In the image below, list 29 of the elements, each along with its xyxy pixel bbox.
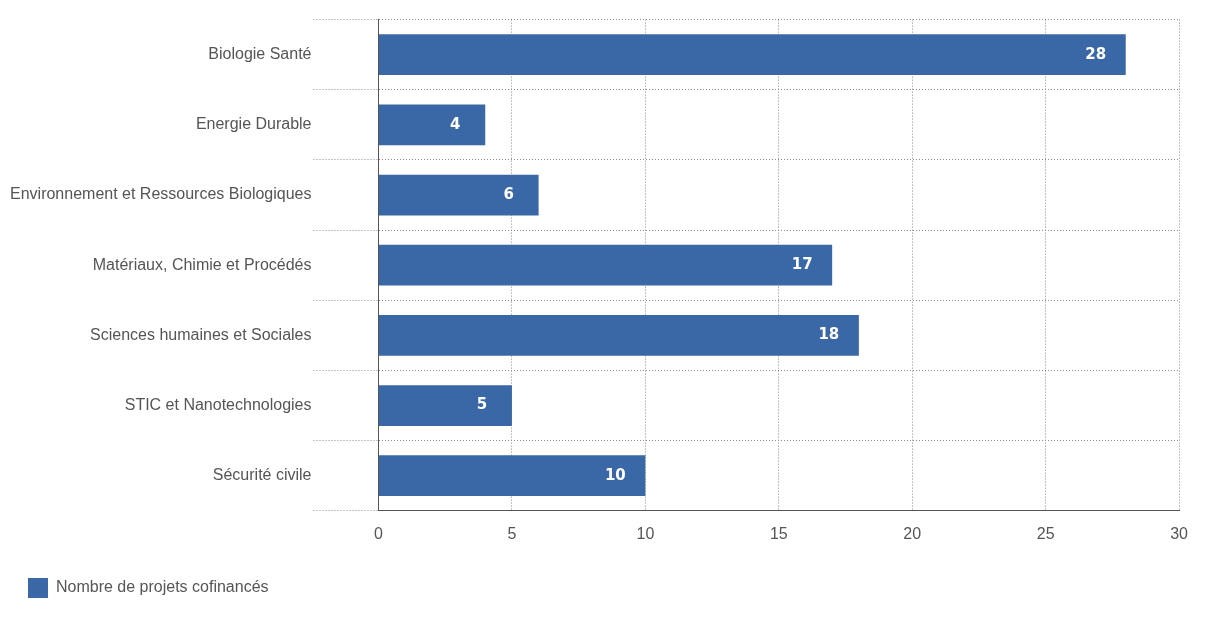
data-label: 28 xyxy=(1085,44,1107,63)
data-label: 10 xyxy=(604,465,626,484)
x-tick-label: 25 xyxy=(1036,524,1055,542)
y-tick-label: Sécurité civile xyxy=(212,466,312,484)
bar xyxy=(379,455,646,497)
y-tick-label: Matériaux, Chimie et Procédés xyxy=(92,255,312,273)
bar xyxy=(379,315,859,356)
y-tick-label: Biologie Santé xyxy=(208,45,312,63)
data-label: 4 xyxy=(450,114,461,133)
data-label: 6 xyxy=(503,184,514,203)
data-label: 18 xyxy=(818,325,840,344)
x-tick-label: 10 xyxy=(636,524,655,542)
bar xyxy=(379,385,512,426)
y-tick-label: Sciences humaines et Sociales xyxy=(90,325,312,343)
data-label: 17 xyxy=(791,255,813,274)
data-label: 5 xyxy=(476,395,488,414)
x-tick-label: 30 xyxy=(1170,524,1189,542)
y-tick-label: Energie Durable xyxy=(195,115,312,133)
x-tick-label: 15 xyxy=(769,524,788,542)
y-tick-label: Environnement et Ressources Biologiques xyxy=(10,185,312,203)
x-tick-label: 20 xyxy=(903,524,922,542)
bar xyxy=(379,174,539,216)
x-tick-label: 0 xyxy=(374,524,384,542)
bar xyxy=(379,244,833,286)
bar xyxy=(379,104,486,146)
bar xyxy=(379,34,1126,76)
y-tick-label: STIC et Nanotechnologies xyxy=(124,395,312,413)
x-tick-label: 5 xyxy=(507,524,517,542)
legend-label: Nombre de projets cofinancés xyxy=(56,578,269,596)
